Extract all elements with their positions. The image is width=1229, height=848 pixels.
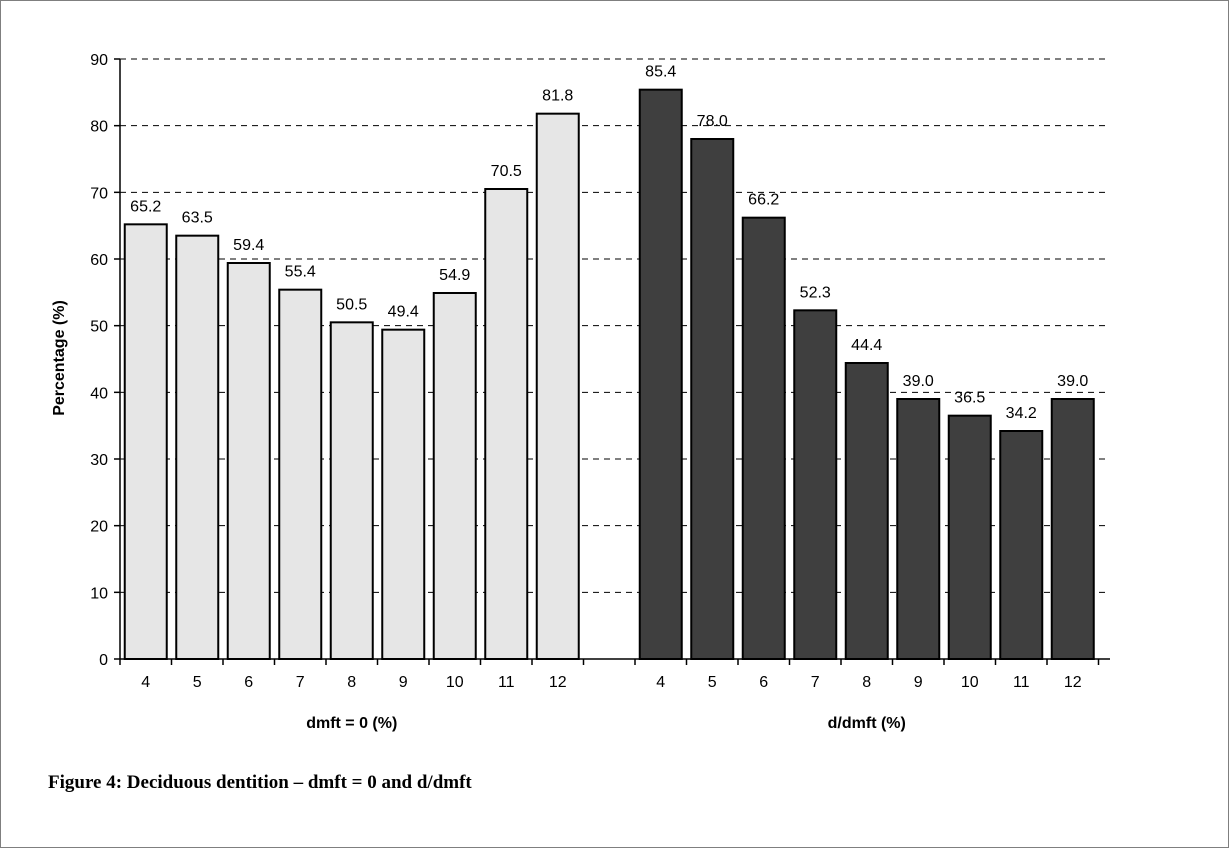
x-tick-label: 9 xyxy=(914,674,923,691)
y-tick-label: 0 xyxy=(99,652,108,669)
y-tick-label: 30 xyxy=(90,452,108,469)
y-tick-label: 60 xyxy=(90,252,108,269)
data-label: 49.4 xyxy=(388,304,419,321)
bar xyxy=(123,223,168,660)
bar xyxy=(175,234,220,661)
y-tick-label: 90 xyxy=(90,52,108,69)
bar xyxy=(226,262,271,660)
bar xyxy=(432,292,477,660)
bars xyxy=(123,88,1095,661)
data-label: 70.5 xyxy=(491,163,522,180)
bar xyxy=(381,328,426,660)
data-label: 39.0 xyxy=(903,373,934,390)
x-tick-label: 12 xyxy=(1064,674,1082,691)
data-label: 52.3 xyxy=(800,284,831,301)
data-label: 36.5 xyxy=(954,390,985,407)
x-tick-label: 9 xyxy=(399,674,408,691)
data-labels: 0 10 20 30 40 50 60 70 80 90 65.2 4 63.5 5 59.4 6 55.4 7 5… xyxy=(90,52,1088,732)
x-tick-label: 6 xyxy=(244,674,253,691)
x-tick-label: 7 xyxy=(811,674,820,691)
bar xyxy=(329,321,374,660)
y-tick-label: 40 xyxy=(90,385,108,402)
bar xyxy=(638,88,683,660)
bar xyxy=(741,216,786,661)
bar xyxy=(896,398,941,660)
data-label: 81.8 xyxy=(542,88,573,105)
x-tick-label: 8 xyxy=(862,674,871,691)
bar xyxy=(690,138,735,660)
bar xyxy=(793,309,838,660)
data-label: 39.0 xyxy=(1057,373,1088,390)
bar xyxy=(484,188,529,660)
y-tick-label: 70 xyxy=(90,185,108,202)
x-tick-label: 12 xyxy=(549,674,567,691)
x-tick-label: 4 xyxy=(656,674,665,691)
data-label: 50.5 xyxy=(336,296,367,313)
data-label: 63.5 xyxy=(182,210,213,227)
bar xyxy=(947,414,992,660)
y-tick-label: 80 xyxy=(90,119,108,136)
bar xyxy=(844,362,889,660)
group-title: dmft = 0 (%) xyxy=(306,715,397,732)
x-tick-label: 10 xyxy=(961,674,979,691)
data-label: 66.2 xyxy=(748,192,779,209)
x-tick-label: 8 xyxy=(347,674,356,691)
bar xyxy=(535,112,580,660)
axes xyxy=(114,58,1110,665)
x-tick-label: 5 xyxy=(708,674,717,691)
data-label: 34.2 xyxy=(1006,405,1037,422)
group-title: d/dmft (%) xyxy=(828,715,906,732)
figure-caption: Figure 4: Deciduous dentition – dmft = 0… xyxy=(48,772,472,793)
x-tick-label: 7 xyxy=(296,674,305,691)
data-label: 55.4 xyxy=(285,264,316,281)
bar xyxy=(999,430,1044,660)
data-label: 85.4 xyxy=(645,64,676,81)
x-tick-label: 11 xyxy=(1013,674,1030,691)
data-label: 54.9 xyxy=(439,267,470,284)
data-label: 78.0 xyxy=(697,113,728,130)
x-tick-label: 6 xyxy=(759,674,768,691)
y-tick-label: 10 xyxy=(90,585,108,602)
x-tick-label: 4 xyxy=(141,674,150,691)
x-tick-label: 11 xyxy=(498,674,515,691)
x-tick-label: 5 xyxy=(193,674,202,691)
data-label: 59.4 xyxy=(233,237,264,254)
data-label: 44.4 xyxy=(851,337,882,354)
y-tick-label: 20 xyxy=(90,519,108,536)
data-label: 65.2 xyxy=(130,198,161,215)
y-axis-title: Percentage (%) xyxy=(51,300,68,416)
y-tick-label: 50 xyxy=(90,319,108,336)
bar xyxy=(1050,398,1095,660)
bar xyxy=(278,288,323,660)
x-tick-label: 10 xyxy=(446,674,464,691)
